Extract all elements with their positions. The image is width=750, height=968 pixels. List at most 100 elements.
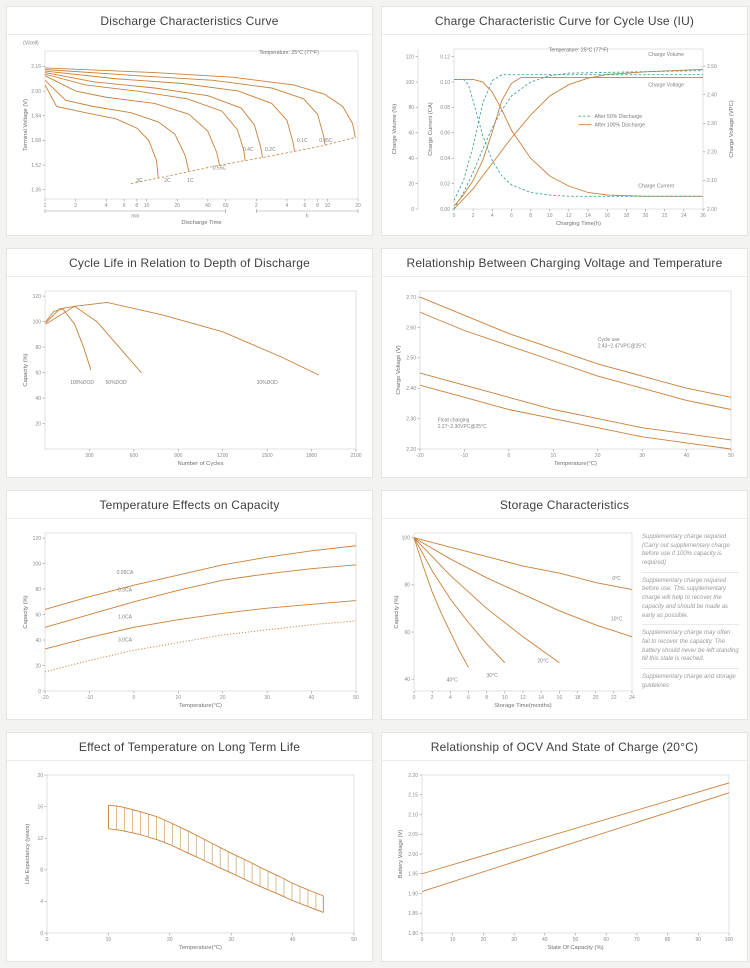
svg-text:2.70: 2.70 <box>406 295 416 301</box>
svg-text:0.4C: 0.4C <box>243 147 254 153</box>
panel-title-charging-voltage: Relationship Between Charging Voltage an… <box>382 249 747 277</box>
svg-text:Battery Voltage (V): Battery Voltage (V) <box>398 830 404 879</box>
svg-text:Temperature(°C): Temperature(°C) <box>179 703 222 709</box>
svg-text:2.10: 2.10 <box>408 812 418 818</box>
svg-text:6: 6 <box>467 695 470 701</box>
svg-text:30%DOD: 30%DOD <box>257 380 279 386</box>
svg-text:1.84: 1.84 <box>31 114 41 120</box>
svg-text:70: 70 <box>634 937 640 943</box>
svg-text:10: 10 <box>106 937 112 943</box>
panel-discharge-characteristics: Discharge Characteristics Curve 1 2 4 6 8 10 2… <box>6 6 373 236</box>
svg-text:2.00: 2.00 <box>408 852 418 858</box>
svg-text:1200: 1200 <box>217 453 228 459</box>
svg-text:1.90: 1.90 <box>408 891 418 897</box>
chart-long-term-life: 0 10 20 30 40 50 Temperature(°C) 0 4 8 12 16 20 Life … <box>7 761 372 961</box>
svg-text:Float charging: Float charging <box>438 418 470 424</box>
svg-text:4: 4 <box>40 899 43 905</box>
svg-text:Discharge Time: Discharge Time <box>181 220 221 226</box>
panel-title-storage: Storage Characteristics <box>382 491 747 519</box>
svg-text:4: 4 <box>286 203 289 209</box>
svg-text:90: 90 <box>696 937 702 943</box>
svg-text:Temperature: 25°C (77°F): Temperature: 25°C (77°F) <box>259 50 319 56</box>
svg-text:80: 80 <box>35 587 41 593</box>
panel-title-cycle-life: Cycle Life in Relation to Depth of Disch… <box>7 249 372 277</box>
svg-text:0: 0 <box>453 213 456 219</box>
svg-text:2100: 2100 <box>350 453 361 459</box>
svg-text:Life Expectancy (years): Life Expectancy (years) <box>25 824 31 885</box>
svg-text:20: 20 <box>355 203 361 209</box>
svg-text:0: 0 <box>132 695 135 701</box>
panel-cycle-life: Cycle Life in Relation to Depth of Disch… <box>6 248 373 478</box>
svg-text:120: 120 <box>33 294 42 300</box>
chart-discharge-characteristics: 1 2 4 6 8 10 20 40 60 2 4 6 8 10 20 Discharge Time min h 1… <box>7 35 372 235</box>
svg-text:0.12: 0.12 <box>440 54 450 60</box>
svg-text:2.20: 2.20 <box>408 773 418 779</box>
svg-text:0.2C: 0.2C <box>265 147 276 153</box>
svg-text:20: 20 <box>593 695 599 701</box>
svg-text:50: 50 <box>353 695 359 701</box>
svg-text:Storage Time(months): Storage Time(months) <box>494 703 551 709</box>
svg-text:Temperature(°C): Temperature(°C) <box>554 461 597 467</box>
svg-text:1.85: 1.85 <box>408 911 418 917</box>
svg-text:Charge Volume (%): Charge Volume (%) <box>392 104 398 155</box>
panel-title-temperature-effects: Temperature Effects on Capacity <box>7 491 372 519</box>
svg-text:60: 60 <box>404 630 410 636</box>
svg-text:10: 10 <box>551 453 557 459</box>
svg-text:Capacity (%): Capacity (%) <box>394 595 400 628</box>
svg-text:30°C: 30°C <box>487 673 499 679</box>
svg-text:Capacity (%): Capacity (%) <box>23 353 29 386</box>
svg-text:0.05CA: 0.05CA <box>117 570 134 576</box>
svg-text:10: 10 <box>547 213 553 219</box>
svg-text:30: 30 <box>264 695 270 701</box>
svg-text:2.30: 2.30 <box>406 416 416 422</box>
svg-text:6: 6 <box>123 203 126 209</box>
svg-text:10: 10 <box>144 203 150 209</box>
svg-text:20: 20 <box>37 773 43 779</box>
svg-text:Capacity (%): Capacity (%) <box>23 595 29 628</box>
svg-text:3C: 3C <box>136 178 143 184</box>
svg-text:20: 20 <box>167 937 173 943</box>
svg-text:0.3CA: 0.3CA <box>118 588 133 594</box>
svg-text:20: 20 <box>174 203 180 209</box>
svg-text:1C: 1C <box>187 178 194 184</box>
svg-text:2.60: 2.60 <box>406 325 416 331</box>
svg-text:80: 80 <box>665 937 671 943</box>
panel-charge-characteristic: Charge Characteristic Curve for Cycle Us… <box>381 6 748 236</box>
svg-text:24: 24 <box>681 213 687 219</box>
storage-note-3: Supplementary charge may often fail to r… <box>642 625 739 669</box>
svg-text:20: 20 <box>481 937 487 943</box>
panel-storage-characteristics: Storage Characteristics 0 2 4 6 8 10 12 14 16 18 2… <box>381 490 748 720</box>
svg-text:2.20: 2.20 <box>707 150 717 156</box>
svg-text:18: 18 <box>624 213 630 219</box>
panel-title-charge: Charge Characteristic Curve for Cycle Us… <box>382 7 747 35</box>
svg-text:2C: 2C <box>164 178 171 184</box>
svg-text:20: 20 <box>643 213 649 219</box>
svg-text:1.36: 1.36 <box>31 188 41 194</box>
svg-text:Charge Current (CA): Charge Current (CA) <box>428 102 434 156</box>
svg-text:12: 12 <box>566 213 572 219</box>
svg-text:Charging Time(h): Charging Time(h) <box>556 221 601 227</box>
panel-title-long-term-life: Effect of Temperature on Long Term Life <box>7 733 372 761</box>
svg-text:40: 40 <box>542 937 548 943</box>
svg-text:2.16: 2.16 <box>31 64 41 70</box>
svg-text:2: 2 <box>431 695 434 701</box>
svg-text:10: 10 <box>176 695 182 701</box>
svg-text:900: 900 <box>174 453 183 459</box>
svg-text:16: 16 <box>557 695 563 701</box>
chart-charge-characteristic: 0 2 4 6 8 10 12 14 16 18 20 22 24 26 Charging Time(h) 0… <box>382 35 747 235</box>
svg-text:14: 14 <box>538 695 544 701</box>
svg-text:2: 2 <box>74 203 77 209</box>
svg-text:20: 20 <box>595 453 601 459</box>
svg-text:50%DOD: 50%DOD <box>106 380 128 386</box>
panel-long-term-life: Effect of Temperature on Long Term Life … <box>6 732 373 962</box>
svg-text:80: 80 <box>404 583 410 589</box>
svg-text:80: 80 <box>35 345 41 351</box>
svg-text:1.0CA: 1.0CA <box>118 614 133 620</box>
svg-text:20: 20 <box>35 663 41 669</box>
svg-text:2.30: 2.30 <box>707 121 717 127</box>
svg-text:2.43~2.47VPC@25°C: 2.43~2.47VPC@25°C <box>598 343 647 349</box>
svg-text:2.10: 2.10 <box>707 178 717 184</box>
svg-text:120: 120 <box>406 54 415 60</box>
svg-text:h: h <box>306 214 309 220</box>
